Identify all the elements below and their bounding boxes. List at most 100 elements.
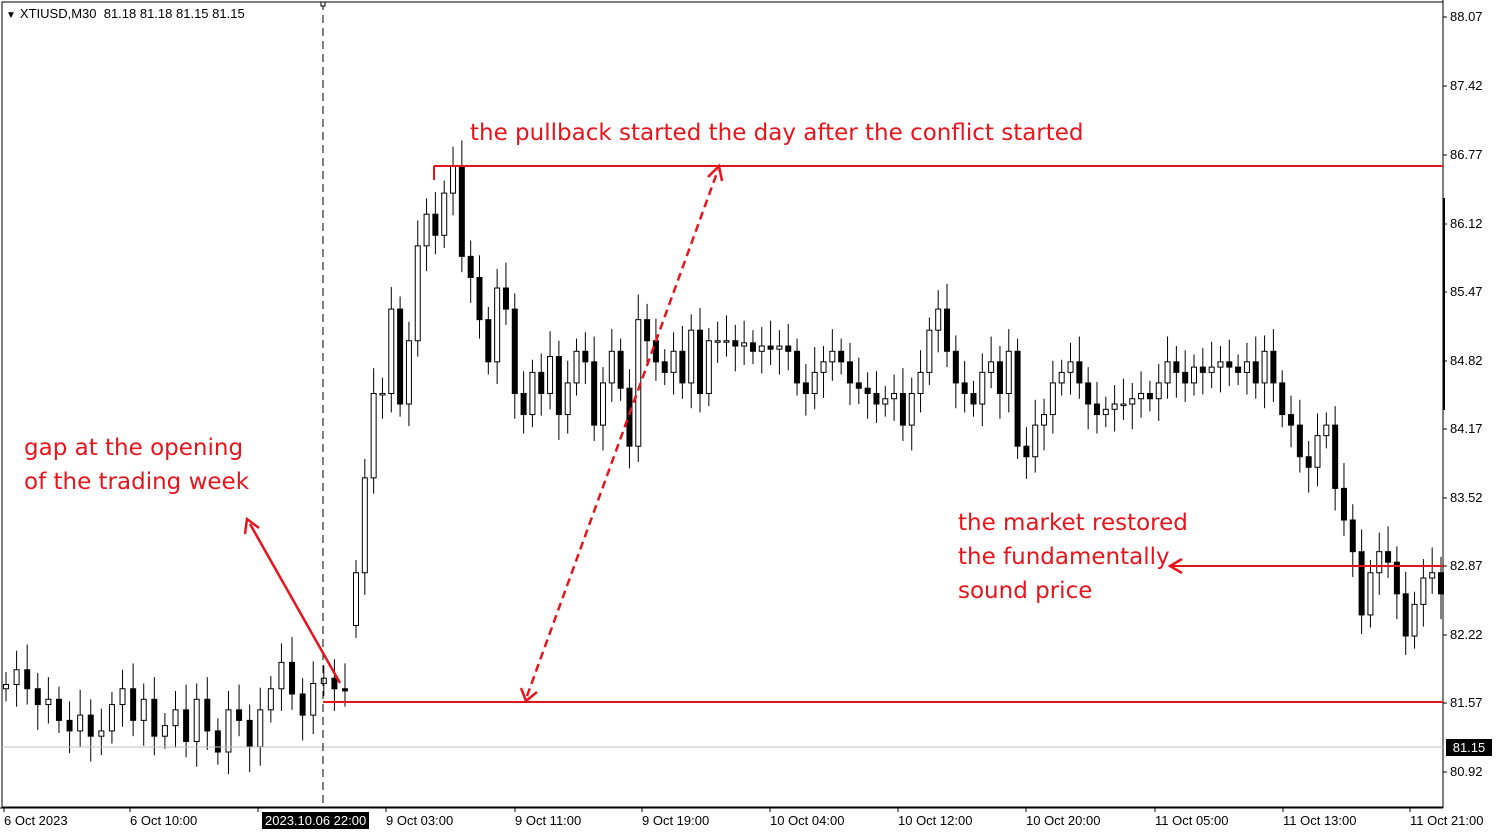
restored-annotation-line-1: the market restored	[958, 510, 1188, 536]
candle	[520, 371, 527, 434]
candle	[1367, 560, 1374, 628]
candle	[130, 663, 137, 737]
candle	[529, 359, 536, 428]
candle	[1217, 346, 1224, 393]
candle	[119, 669, 126, 727]
candle	[494, 269, 501, 384]
ohlc-values: 81.18 81.18 81.15 81.15	[103, 6, 245, 21]
candle	[1049, 360, 1056, 434]
candle	[108, 691, 115, 744]
candle	[1102, 396, 1109, 428]
time-tick: 11 Oct 05:00	[1155, 813, 1229, 828]
candle	[24, 644, 31, 705]
pullback-arrow-head-bottom	[519, 687, 538, 704]
candle	[873, 371, 880, 423]
candle	[299, 678, 306, 741]
candle	[555, 340, 562, 440]
candle	[979, 353, 986, 427]
candle	[214, 718, 221, 765]
candle	[829, 329, 836, 381]
candle	[1243, 342, 1250, 395]
crosshair-marker	[320, 1, 326, 7]
candle	[511, 293, 518, 419]
candle	[908, 377, 915, 451]
candle	[1199, 348, 1206, 395]
candle	[1005, 329, 1012, 413]
candle	[1155, 363, 1162, 421]
candle	[1252, 336, 1259, 399]
dropdown-triangle-icon[interactable]: ▼	[6, 10, 16, 21]
price-tick: 86.77	[1450, 147, 1483, 162]
candle	[899, 368, 906, 441]
candle	[289, 637, 296, 710]
candle	[846, 342, 853, 406]
restored-annotation-line-3: sound price	[958, 578, 1093, 604]
time-tick: 10 Oct 20:00	[1026, 813, 1101, 828]
candle	[944, 283, 951, 368]
price-tick: 81.57	[1450, 695, 1483, 710]
candle	[1393, 546, 1400, 620]
candle	[1226, 339, 1233, 387]
restored-annotation-line-2: the fundamentally	[958, 544, 1170, 570]
candle	[278, 643, 285, 711]
candle	[855, 357, 862, 405]
candle	[1296, 399, 1303, 473]
candle	[267, 676, 274, 723]
price-tick: 86.12	[1450, 216, 1483, 231]
candle	[246, 704, 253, 773]
candle	[458, 140, 465, 273]
candle	[193, 683, 200, 767]
candle	[652, 318, 659, 381]
candle	[617, 338, 624, 401]
candle	[414, 220, 421, 357]
time-tick: 11 Oct 21:00	[1410, 813, 1484, 828]
candle	[970, 380, 977, 417]
candle	[1261, 335, 1268, 409]
candle	[608, 329, 615, 402]
candle	[1208, 341, 1215, 389]
candle	[767, 320, 774, 365]
candle	[582, 332, 589, 384]
gap-annotation-line-2: of the trading week	[24, 469, 250, 495]
candle	[1032, 399, 1039, 473]
candle	[820, 346, 827, 398]
price-tick: 82.22	[1450, 627, 1483, 642]
candle	[55, 686, 62, 734]
candle	[45, 677, 52, 724]
candle	[1332, 406, 1339, 511]
candle	[1111, 385, 1118, 432]
time-tick: 9 Oct 19:00	[642, 813, 710, 828]
candle	[891, 374, 898, 421]
candle	[1376, 532, 1383, 595]
pullback-arrow-line	[525, 169, 720, 697]
candle	[1138, 371, 1145, 418]
candle	[723, 315, 730, 357]
candle	[1129, 382, 1136, 430]
candle	[13, 650, 20, 707]
gap-annotation-line-1: gap at the opening	[24, 435, 244, 461]
price-tick: 83.52	[1450, 490, 1483, 505]
candle	[538, 353, 545, 416]
candle	[140, 683, 147, 746]
candle	[331, 659, 338, 711]
candle	[361, 458, 368, 595]
candle	[573, 338, 580, 396]
candle	[1279, 370, 1286, 428]
candle	[714, 321, 721, 363]
candle	[705, 328, 712, 407]
candle	[679, 325, 686, 399]
gap-arrow-line	[248, 523, 342, 684]
candle	[1429, 547, 1436, 594]
candle	[379, 377, 386, 419]
price-tick: 84.17	[1450, 421, 1483, 436]
candle	[1270, 329, 1277, 402]
candle	[697, 308, 704, 413]
candle	[3, 671, 9, 702]
chart-header: ▼ XTIUSD,M30 81.18 81.18 81.15 81.15	[6, 6, 245, 21]
candle	[34, 672, 41, 730]
candle	[423, 198, 430, 272]
candle	[644, 303, 651, 367]
candle	[988, 336, 995, 389]
candle	[151, 677, 158, 756]
